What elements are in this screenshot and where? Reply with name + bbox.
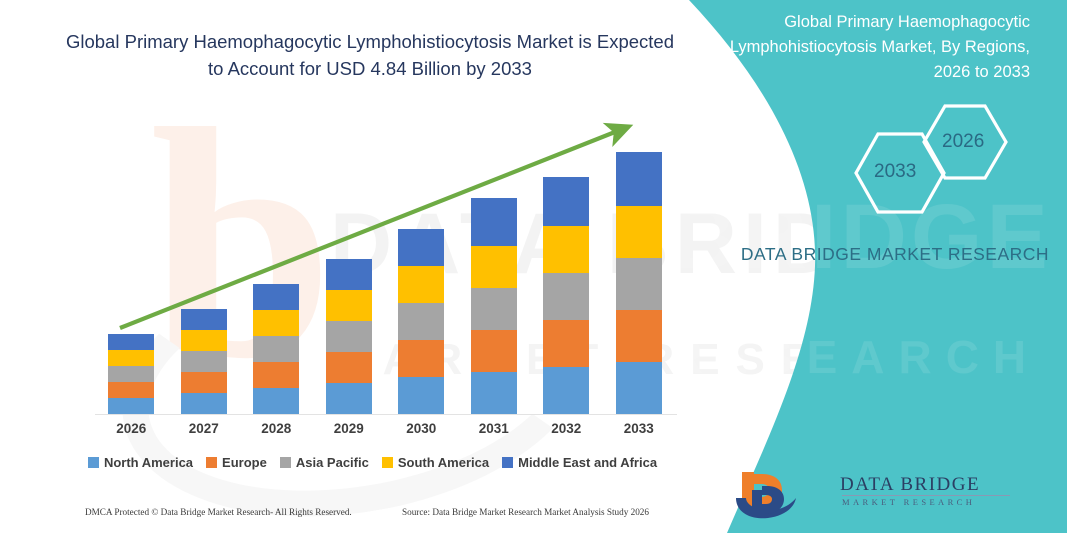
bar-segment-south-america (543, 226, 590, 273)
legend-item-europe[interactable]: Europe (206, 455, 267, 470)
panel-content: BRIDGE RESEARCH Global Primary Haemophag… (670, 0, 1067, 533)
bar-segment-asia-pacific (470, 288, 517, 330)
bar-segment-middle-east-and-africa (253, 284, 300, 310)
bar-segment-north-america (180, 393, 227, 414)
legend-label: Europe (222, 455, 267, 470)
panel-title: Global Primary Haemophagocytic Lymphohis… (729, 13, 1030, 81)
legend-swatch-icon (279, 457, 291, 468)
bar-segment-north-america (615, 362, 662, 414)
bar-segment-asia-pacific (543, 273, 590, 320)
legend-label: Middle East and Africa (518, 455, 658, 470)
bar-segment-north-america (253, 388, 300, 414)
chart-title: Global Primary Haemophagocytic Lymphohis… (65, 31, 674, 79)
hexagon-label-2033: 2033 (874, 161, 917, 182)
bar-2032[interactable] (543, 177, 590, 414)
bar-segment-europe (543, 320, 590, 367)
legend-label: South America (397, 455, 490, 470)
x-axis-label-2032: 2032 (551, 421, 582, 436)
bar-segment-middle-east-and-africa (325, 259, 372, 290)
bar-2029[interactable] (325, 259, 372, 414)
brand-name: DATA BRIDGE MARKET RESEARCH (740, 244, 1050, 264)
hexagon-label-2026: 2026 (942, 131, 985, 152)
bar-segment-north-america (108, 398, 155, 414)
hexagon-shapes (854, 104, 1008, 214)
bar-segment-north-america (470, 372, 517, 414)
hexagon-2026-outline (922, 104, 1008, 180)
legend-label: Asia Pacific (295, 455, 369, 470)
bar-segment-north-america (325, 383, 372, 414)
bar-segment-middle-east-and-africa (108, 334, 155, 350)
bar-segment-south-america (253, 310, 300, 336)
bar-segment-south-america (398, 266, 445, 303)
teal-panel-shape (689, 0, 1067, 533)
data-bridge-logo: DATA BRIDGE MARKET RESEARCH (730, 468, 1060, 526)
bar-segment-middle-east-and-africa (398, 229, 445, 266)
x-axis-label-2029: 2029 (333, 421, 364, 436)
bar-segment-middle-east-and-africa (543, 177, 590, 226)
bar-segment-asia-pacific (398, 303, 445, 340)
x-axis-labels: 2026 2027 2028 2029 2030 2031 2032 2033 (95, 421, 675, 445)
data-bridge-b-icon (736, 472, 796, 519)
legend-item-middle-east-and-africa[interactable]: Middle East and Africa (502, 455, 657, 470)
chart-area: Global Primary Haemophagocytic Lymphohis… (60, 31, 685, 517)
stacked-bar-plot (95, 120, 675, 414)
footer-source: Source: Data Bridge Market Research Mark… (402, 507, 649, 517)
bar-segment-europe (470, 330, 517, 372)
bar-segment-north-america (398, 377, 445, 414)
footer-copyright: DMCA Protected © Data Bridge Market Rese… (85, 507, 352, 517)
bar-2031[interactable] (470, 198, 517, 414)
legend-label: North America (103, 455, 194, 470)
legend-swatch-icon (381, 457, 393, 468)
bar-segment-asia-pacific (615, 258, 662, 310)
bar-segment-north-america (543, 367, 590, 414)
x-axis-label-2033: 2033 (623, 421, 654, 436)
x-axis-label-2030: 2030 (406, 421, 437, 436)
bar-segment-europe (180, 372, 227, 393)
bar-segment-middle-east-and-africa (615, 152, 662, 206)
x-axis-line (95, 414, 677, 415)
bar-2026[interactable] (108, 334, 155, 414)
bar-segment-asia-pacific (325, 321, 372, 352)
x-axis-label-2026: 2026 (116, 421, 147, 436)
legend-item-north-america[interactable]: North America (87, 455, 194, 470)
bar-segment-middle-east-and-africa (180, 309, 227, 330)
bar-2030[interactable] (398, 229, 445, 414)
bar-segment-europe (253, 362, 300, 388)
legend-swatch-icon (502, 457, 514, 468)
bar-segment-south-america (325, 290, 372, 321)
hexagon-2033-outline (854, 132, 946, 214)
hexagon-group: 2026 2033 (810, 98, 1050, 218)
bar-2033[interactable] (615, 152, 662, 414)
x-axis-label-2031: 2031 (478, 421, 509, 436)
bar-2028[interactable] (253, 284, 300, 414)
legend-item-asia-pacific[interactable]: Asia Pacific (279, 455, 369, 470)
panel-watermark-bottom: RESEARCH (670, 331, 1041, 383)
logo-text-main: DATA BRIDGE (840, 474, 981, 495)
bar-segment-europe (108, 382, 155, 398)
bar-segment-asia-pacific (180, 351, 227, 372)
bar-segment-asia-pacific (253, 336, 300, 362)
bar-segment-europe (325, 352, 372, 383)
bar-segment-south-america (615, 206, 662, 258)
legend-swatch-icon (206, 457, 218, 468)
bar-2027[interactable] (180, 309, 227, 414)
logo-divider (842, 495, 1010, 496)
x-axis-label-2028: 2028 (261, 421, 292, 436)
legend-item-south-america[interactable]: South America (381, 455, 490, 470)
x-axis-label-2027: 2027 (188, 421, 219, 436)
chart-legend: North America Europe Asia Pacific South Ame… (60, 455, 685, 470)
bar-segment-south-america (108, 350, 155, 366)
bar-segment-europe (398, 340, 445, 377)
legend-swatch-icon (87, 457, 99, 468)
bar-segment-south-america (470, 246, 517, 288)
panel-watermark-top: BRIDGE (670, 186, 1052, 288)
logo-text-sub: MARKET RESEARCH (842, 497, 976, 507)
bar-segment-asia-pacific (108, 366, 155, 382)
bar-segment-middle-east-and-africa (470, 198, 517, 246)
bar-segment-europe (615, 310, 662, 362)
bar-segment-south-america (180, 330, 227, 351)
